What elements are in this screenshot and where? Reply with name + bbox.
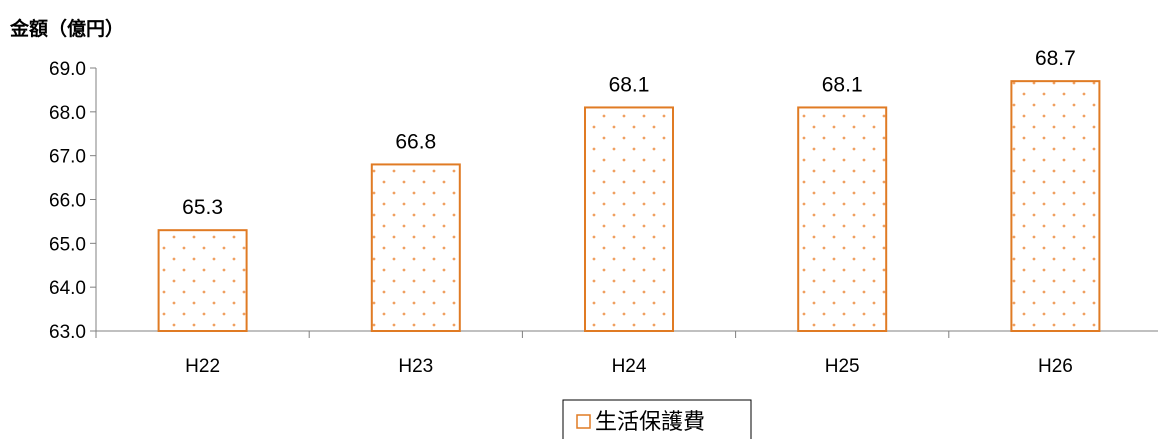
y-tick-label: 65.0: [49, 234, 86, 255]
y-tick-label: 63.0: [49, 322, 86, 343]
legend-entry: 生活保護費: [595, 409, 705, 434]
data-label-H23: 66.8: [395, 130, 436, 153]
legend-swatch: [576, 414, 591, 429]
data-label-H22: 65.3: [182, 196, 223, 219]
y-axis: 63.0 64.0 65.0 66.0 67.0 68.0 69.0: [49, 59, 97, 343]
y-tick-label: 64.0: [49, 278, 86, 299]
bar-H22: [157, 229, 248, 332]
x-tick-label: H25: [825, 356, 860, 377]
x-tick-label: H23: [398, 356, 433, 377]
unit-label: 金額（億円）: [9, 17, 124, 40]
x-tick-label: H22: [185, 356, 220, 377]
bars: [157, 80, 1101, 333]
bar-H23: [370, 163, 461, 332]
x-tick-label: H26: [1038, 356, 1073, 377]
bar-H24: [584, 106, 674, 332]
legend: 生活保護費: [562, 399, 752, 441]
y-tick-label: 69.0: [49, 59, 86, 80]
legend-box: [562, 399, 752, 441]
x-tick-label: H24: [612, 356, 647, 377]
data-label-H24: 68.1: [609, 73, 650, 96]
data-label-H26: 68.7: [1035, 47, 1076, 70]
data-label-H25: 68.1: [822, 73, 863, 96]
y-tick-label: 68.0: [49, 103, 86, 124]
x-axis: H22 H23 H24 H25 H26: [95, 330, 1158, 377]
bar-H25: [797, 106, 888, 332]
y-tick-label: 67.0: [49, 147, 86, 168]
data-labels: 65.3 66.8 68.1 68.1 68.7: [182, 47, 1076, 219]
bar-H26: [1010, 80, 1101, 333]
y-tick-label: 66.0: [49, 191, 86, 212]
